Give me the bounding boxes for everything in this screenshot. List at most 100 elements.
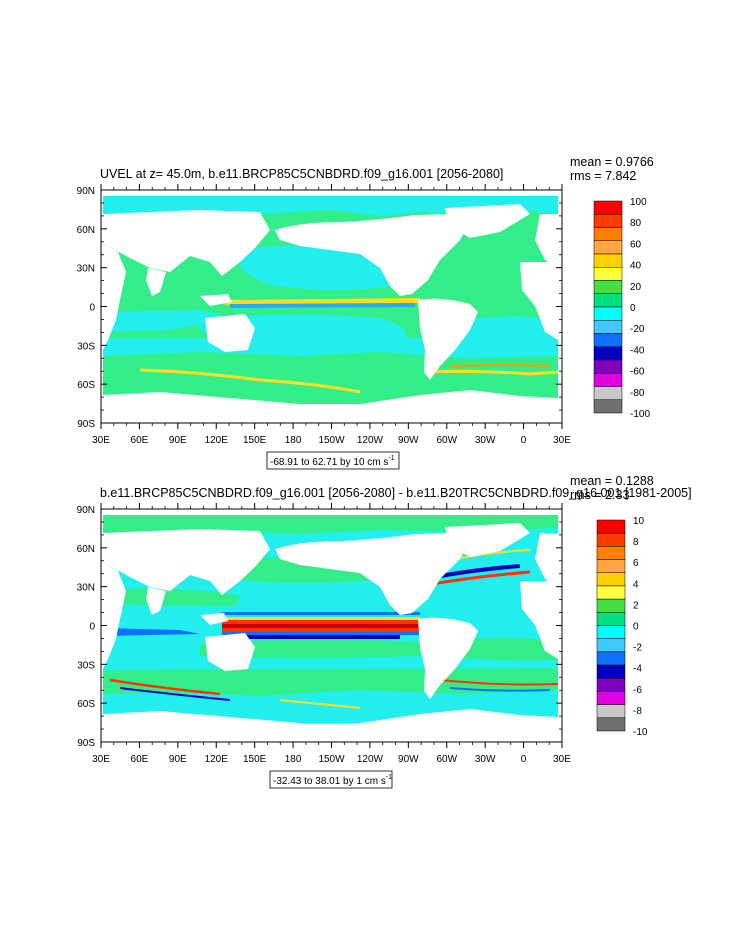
lat-label: 60N <box>77 225 95 236</box>
colorbar-swatch <box>596 704 626 719</box>
colorbar-swatch <box>596 598 626 613</box>
panel-2-range-box <box>269 770 393 789</box>
colorbar-swatch <box>593 359 623 374</box>
colorbar-label: -40 <box>630 345 645 356</box>
lon-label: 180 <box>285 435 302 446</box>
lat-label: 90N <box>77 186 95 197</box>
lon-label: 150E <box>243 435 267 446</box>
colorbar-label: 100 <box>630 197 647 208</box>
lon-label: 180 <box>285 754 302 765</box>
panel-1-rms: rms = 7.842 <box>570 169 636 183</box>
lon-label: 30E <box>92 435 110 446</box>
colorbar-label: 4 <box>633 579 639 590</box>
lon-label: 90W <box>398 435 419 446</box>
lon-label: 0 <box>521 435 527 446</box>
lat-label: 30S <box>77 660 95 671</box>
colorbar-label: 60 <box>630 239 642 250</box>
lon-label: 0 <box>521 754 527 765</box>
panel-2-lon-ticks: 30E 60E 90E 120E 150E 180 150W 120W 90W 60W 30W 0 30… <box>92 503 571 765</box>
panel-1: UVEL at z= 45.0m, b.e11.BRCP85C5CNBDRD.f… <box>77 155 654 470</box>
panel-2: b.e11.BRCP85C5CNBDRD.f09_g16.001 [2056-2… <box>77 474 692 789</box>
panel-1-title: UVEL at z= 45.0m, b.e11.BRCP85C5CNBDRD.f… <box>100 167 503 181</box>
lat-label: 90S <box>77 738 95 749</box>
colorbar-swatch <box>596 546 626 560</box>
lon-label: 60E <box>131 435 149 446</box>
lat-label: 60S <box>77 380 95 391</box>
colorbar-label: 80 <box>630 218 642 229</box>
colorbar-swatch <box>593 227 623 241</box>
colorbar-label: 40 <box>630 261 642 272</box>
colorbar-swatch <box>596 585 626 600</box>
colorbar-swatch <box>593 399 623 414</box>
lon-label: 90E <box>169 435 187 446</box>
colorbar-swatch <box>593 200 623 215</box>
colorbar-swatch <box>596 559 626 573</box>
panel-2-range-label: -32.43 to 38.01 by 1 cm s-1 <box>273 774 392 787</box>
lon-label: 150W <box>318 435 345 446</box>
lat-label: 0 <box>89 303 95 314</box>
lon-label: 120E <box>205 435 229 446</box>
colorbar-label: 2 <box>633 600 639 611</box>
colorbar-swatch <box>596 638 626 653</box>
colorbar-swatch <box>596 651 626 666</box>
panel-1-range-label: -68.91 to 62.71 by 10 cm s-1 <box>270 455 395 468</box>
colorbar-label: 6 <box>633 558 639 569</box>
colorbar-swatch <box>596 532 626 547</box>
colorbar-swatch <box>596 612 626 626</box>
lon-label: 60W <box>436 435 457 446</box>
colorbar-swatch <box>593 267 623 281</box>
colorbar-swatch <box>596 572 626 587</box>
lon-label: 30W <box>475 754 496 765</box>
colorbar-swatch <box>593 214 623 228</box>
lat-label: 60S <box>77 699 95 710</box>
panel-2-rms: rms = 2.33 <box>570 488 629 502</box>
panel-1-range-box <box>266 451 400 470</box>
colorbar-label: -60 <box>630 367 645 378</box>
colorbar-swatch <box>593 293 623 308</box>
colorbar-swatch <box>593 333 623 347</box>
lon-label: 90W <box>398 754 419 765</box>
lon-label: 150E <box>243 754 267 765</box>
lat-label: 30N <box>77 264 95 275</box>
lat-label: 0 <box>89 622 95 633</box>
panel-1-lat-ticks: 90N 60N 30N 0 30S 60S 90S <box>77 186 562 430</box>
colorbar-label: -20 <box>630 324 645 335</box>
colorbar-swatch <box>593 280 623 294</box>
colorbar-label: -80 <box>630 388 645 399</box>
panel-2-map <box>101 509 562 742</box>
panel-1-mean: mean = 0.9766 <box>570 155 654 169</box>
colorbar-label: -8 <box>633 706 642 717</box>
lon-label: 60E <box>131 754 149 765</box>
panel-2-colorbar: 10 8 6 4 2 0 -2 -4 -6 -8 -10 <box>596 516 648 738</box>
colorbar-swatch <box>593 320 623 334</box>
lon-label: 30E <box>553 435 571 446</box>
colorbar-label: 10 <box>633 516 645 527</box>
lat-label: 30S <box>77 341 95 352</box>
lon-label: 30E <box>553 754 571 765</box>
colorbar-label: -100 <box>630 409 650 420</box>
colorbar-swatch <box>596 625 626 639</box>
colorbar-swatch <box>596 519 626 534</box>
colorbar-swatch <box>593 346 623 361</box>
panel-1-colorbar: 100 80 60 40 20 0 -20 -40 -60 -80 -100 <box>593 197 650 420</box>
lon-label: 30W <box>475 435 496 446</box>
colorbar-swatch <box>596 678 626 692</box>
panel-1-lon-ticks: 30E 60E 90E 120E 150E 180 150W 120W 90W 60W 30W 0 30… <box>92 184 571 446</box>
colorbar-label: 20 <box>630 282 642 293</box>
colorbar-swatch <box>596 717 626 732</box>
lat-label: 60N <box>77 544 95 555</box>
lon-label: 150W <box>318 754 345 765</box>
lon-label: 120W <box>357 435 384 446</box>
lon-label: 30E <box>92 754 110 765</box>
panel-2-title: b.e11.BRCP85C5CNBDRD.f09_g16.001 [2056-2… <box>100 486 692 500</box>
colorbar-label: -2 <box>633 643 642 654</box>
lon-label: 120E <box>205 754 229 765</box>
lat-label: 90N <box>77 505 95 516</box>
colorbar-swatch <box>596 664 626 679</box>
colorbar-label: -10 <box>633 727 648 738</box>
colorbar-swatch <box>593 240 623 255</box>
panel-2-mean: mean = 0.1288 <box>570 474 654 488</box>
colorbar-label: 0 <box>630 303 636 314</box>
colorbar-swatch <box>593 306 623 321</box>
